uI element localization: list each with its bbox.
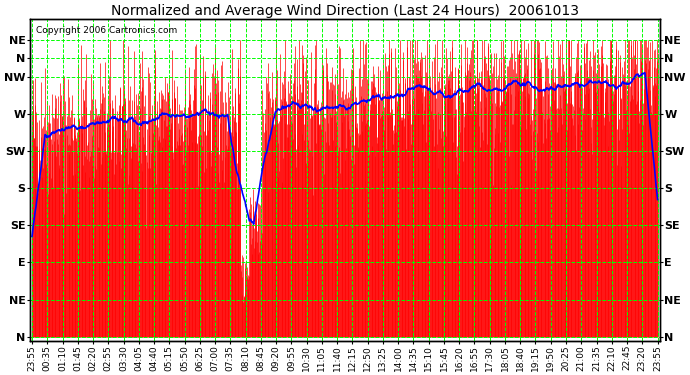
Title: Normalized and Average Wind Direction (Last 24 Hours)  20061013: Normalized and Average Wind Direction (L… [111,4,579,18]
Text: Copyright 2006 Cartronics.com: Copyright 2006 Cartronics.com [36,26,177,35]
